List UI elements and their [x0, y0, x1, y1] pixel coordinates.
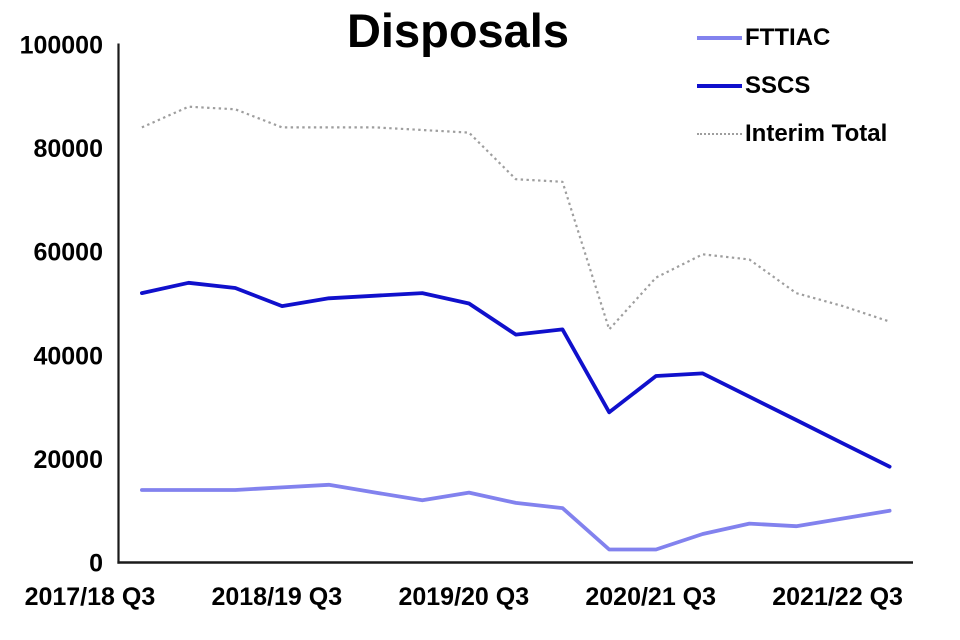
y-tick-label: 60000 — [33, 239, 103, 267]
legend-item-fttiac: FTTIAC — [697, 14, 887, 62]
y-tick-label: 20000 — [33, 446, 103, 474]
legend-item-sscs: SSCS — [697, 62, 887, 110]
y-tick-label: 100000 — [20, 32, 103, 60]
y-tick-label: 40000 — [33, 342, 103, 370]
sscs-line-swatch — [697, 84, 742, 88]
fttiac-line — [139, 482, 892, 552]
x-tick-label: 2018/19 Q3 — [211, 583, 342, 611]
x-tick-label: 2020/21 Q3 — [585, 583, 716, 611]
sscs-line — [139, 280, 892, 469]
x-tick-label: 2019/20 Q3 — [398, 583, 529, 611]
chart-title: Disposals — [346, 4, 570, 57]
y-tick-label: 0 — [89, 550, 103, 578]
interim-total-line — [141, 105, 890, 331]
legend-label-interim-total: Interim Total — [745, 120, 888, 147]
x-tick-label: 2021/22 Q3 — [772, 583, 903, 611]
interim-total-line-swatch — [697, 133, 742, 135]
fttiac-line-swatch — [697, 36, 742, 40]
x-tick-label: 2017/18 Q3 — [25, 583, 156, 611]
legend-item-interim-total: Interim Total — [697, 110, 887, 158]
y-tick-label: 80000 — [33, 135, 103, 163]
legend-label-sscs: SSCS — [745, 72, 811, 99]
legend: FTTIAC SSCS Interim Total — [697, 14, 887, 158]
legend-label-fttiac: FTTIAC — [745, 24, 831, 51]
